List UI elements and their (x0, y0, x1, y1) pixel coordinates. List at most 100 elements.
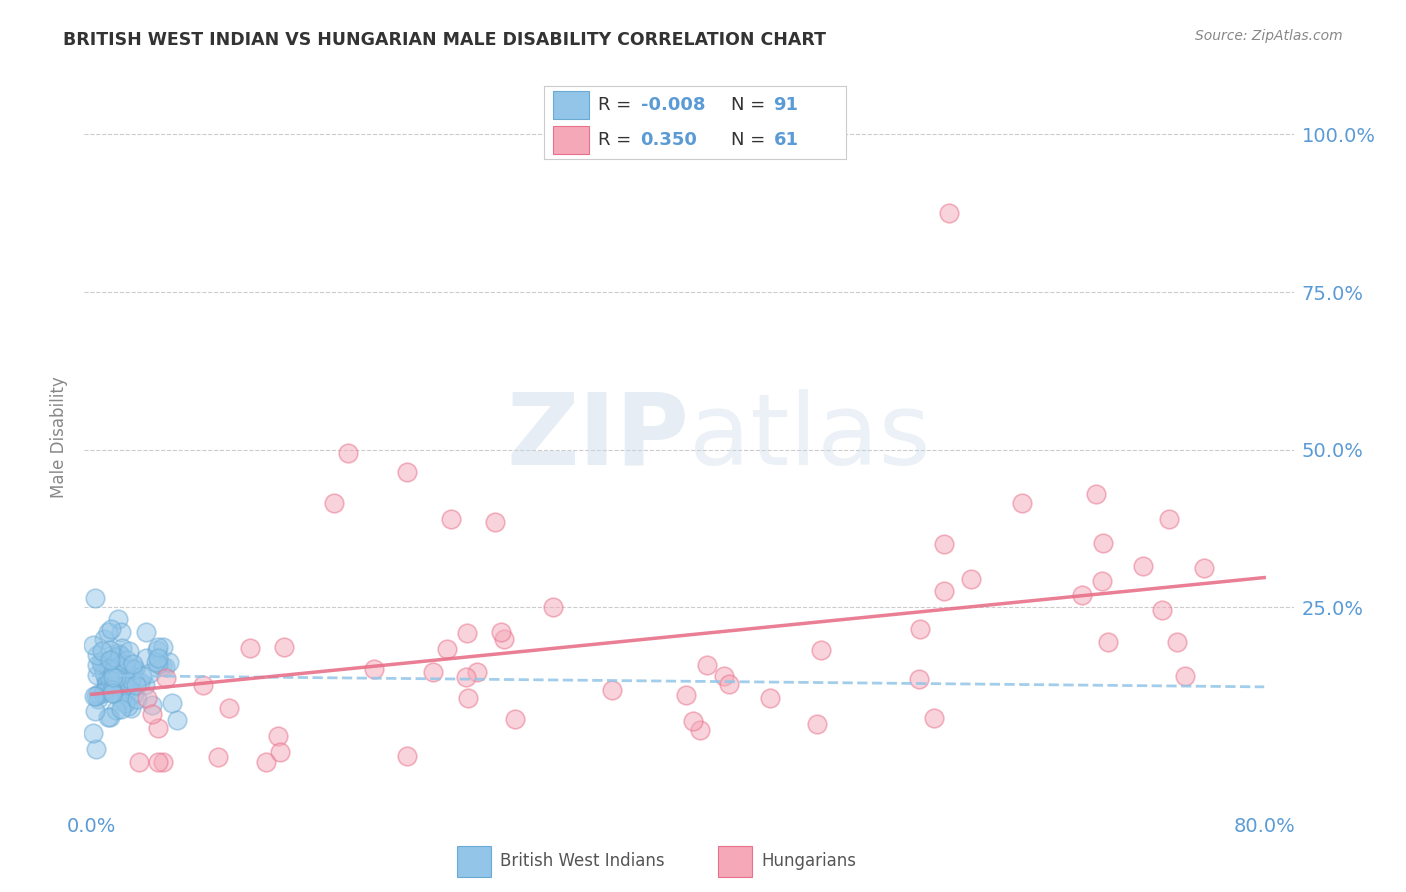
Point (127, 692, 149, 706)
Point (456, 626, 478, 640)
Point (135, 624, 157, 639)
Point (121, 668, 143, 682)
Point (86, 689, 108, 703)
Point (98, 681, 121, 696)
Point (436, 642, 458, 657)
Point (267, 729, 290, 743)
Point (131, 669, 153, 683)
Point (103, 657, 125, 672)
Point (111, 641, 134, 656)
Point (129, 675, 152, 690)
Point (960, 572, 983, 586)
Point (155, 671, 177, 685)
Point (254, 755, 277, 769)
Point (101, 683, 124, 698)
Point (191, 678, 214, 692)
Point (457, 691, 479, 706)
Point (218, 701, 240, 715)
Text: BRITISH WEST INDIAN VS HUNGARIAN MALE DISABILITY CORRELATION CHART: BRITISH WEST INDIAN VS HUNGARIAN MALE DI… (63, 31, 827, 49)
Point (114, 657, 136, 672)
Point (152, 755, 174, 769)
Point (101, 665, 124, 679)
Point (101, 686, 124, 700)
Point (207, 750, 229, 764)
Point (717, 677, 740, 691)
Point (93, 665, 115, 680)
Point (934, 583, 956, 598)
Point (83, 704, 105, 718)
Point (94, 673, 117, 688)
Point (117, 698, 139, 713)
Point (141, 707, 163, 722)
Point (87, 687, 110, 701)
Point (810, 642, 832, 657)
Point (454, 670, 477, 684)
Point (82, 726, 104, 740)
Point (86, 648, 108, 663)
Point (689, 723, 711, 738)
Point (363, 661, 385, 675)
Point (1192, 560, 1215, 574)
Point (153, 659, 176, 673)
Point (100, 622, 122, 636)
Point (93, 632, 115, 647)
Point (489, 624, 512, 639)
Point (395, 465, 418, 479)
Point (908, 672, 931, 686)
Point (1091, 536, 1114, 550)
Point (107, 612, 129, 626)
Point (465, 665, 488, 679)
Point (97, 664, 120, 678)
Point (97, 653, 120, 667)
Point (337, 446, 360, 460)
Point (146, 657, 169, 671)
Point (100, 710, 122, 724)
Point (96, 677, 118, 691)
Point (98, 673, 121, 687)
Point (125, 678, 148, 692)
Point (166, 714, 188, 728)
Y-axis label: Male Disability: Male Disability (51, 376, 69, 498)
Text: atlas: atlas (689, 389, 931, 485)
Point (1166, 635, 1188, 649)
Point (503, 712, 526, 726)
Point (97, 625, 120, 640)
Point (122, 661, 145, 675)
Point (110, 702, 132, 716)
Point (100, 674, 122, 689)
Point (114, 681, 136, 696)
Point (134, 678, 156, 692)
Point (83, 689, 105, 703)
Point (269, 746, 291, 760)
Point (239, 641, 262, 656)
Point (90, 657, 112, 672)
Point (128, 755, 150, 769)
Point (121, 657, 143, 672)
Point (105, 662, 128, 676)
Point (932, 537, 955, 551)
Point (1152, 603, 1174, 617)
Point (322, 496, 344, 510)
Point (124, 662, 146, 676)
Point (104, 703, 127, 717)
Point (100, 655, 122, 669)
Point (395, 748, 418, 763)
Point (91, 686, 114, 700)
Point (91, 643, 114, 657)
Point (146, 755, 169, 769)
Point (103, 679, 125, 693)
Point (440, 512, 463, 526)
Point (1132, 558, 1154, 573)
Point (112, 679, 135, 693)
Point (152, 640, 174, 655)
Point (138, 666, 160, 681)
Point (100, 680, 122, 694)
Point (145, 655, 167, 669)
Point (107, 646, 129, 660)
Point (910, 622, 932, 636)
Point (90, 655, 112, 669)
Text: Source: ZipAtlas.com: Source: ZipAtlas.com (1195, 29, 1343, 43)
Point (97, 709, 120, 723)
Point (494, 632, 516, 646)
Point (675, 688, 697, 702)
